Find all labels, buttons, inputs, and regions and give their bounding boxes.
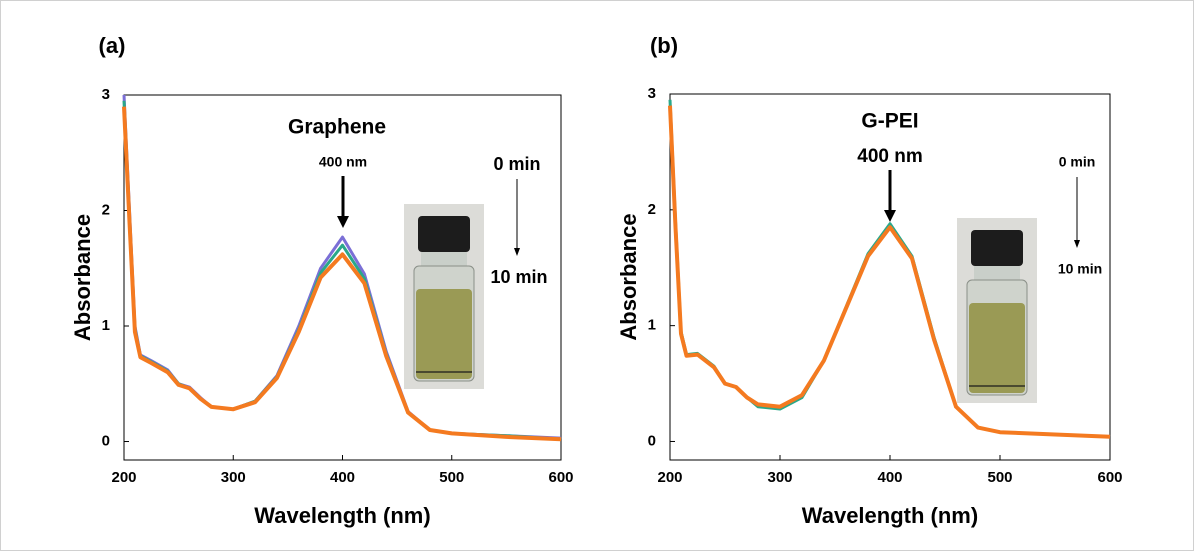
vial-cap — [971, 230, 1023, 266]
end-time-label: 10 min — [490, 267, 547, 287]
vial-photo — [957, 218, 1037, 403]
y-tick-label: 2 — [102, 201, 110, 218]
x-tick-label: 200 — [111, 469, 136, 486]
y-tick-label: 0 — [648, 432, 656, 449]
vial-liquid — [969, 303, 1025, 393]
peak-label: 400 nm — [857, 146, 922, 167]
time-arrowhead — [1074, 240, 1080, 248]
peak-arrowhead — [337, 216, 349, 228]
x-tick-label: 500 — [439, 469, 464, 486]
spectrum-line — [122, 106, 562, 442]
y-tick-label: 3 — [648, 85, 656, 102]
chart-title: G-PEI — [861, 110, 918, 133]
y-axis-label: Absorbance — [70, 214, 95, 341]
x-tick-label: 600 — [548, 469, 573, 486]
panel-label: (b) — [650, 33, 678, 58]
vial-liquid — [416, 289, 472, 379]
time-arrowhead — [514, 248, 520, 256]
vial-cap — [418, 216, 470, 252]
y-tick-label: 1 — [102, 317, 110, 334]
peak-label: 400 nm — [319, 154, 367, 170]
y-tick-label: 2 — [648, 201, 656, 218]
spectrum-line — [668, 105, 1111, 439]
y-tick-label: 1 — [648, 317, 656, 334]
panel-label: (a) — [99, 33, 126, 58]
chart-title: Graphene — [288, 116, 386, 139]
y-tick-label: 3 — [102, 86, 110, 103]
x-tick-label: 600 — [1097, 469, 1122, 486]
x-axis-label: Wavelength (nm) — [802, 503, 978, 528]
vial-neck — [974, 266, 1020, 280]
peak-arrowhead — [884, 210, 896, 222]
x-tick-label: 500 — [987, 469, 1012, 486]
y-tick-label: 0 — [102, 432, 110, 449]
x-axis-label: Wavelength (nm) — [254, 503, 430, 528]
start-time-label: 0 min — [493, 154, 540, 174]
x-tick-label: 400 — [330, 469, 355, 486]
x-tick-label: 300 — [767, 469, 792, 486]
x-tick-label: 200 — [657, 469, 682, 486]
x-tick-label: 400 — [877, 469, 902, 486]
start-time-label: 0 min — [1059, 154, 1096, 170]
end-time-label: 10 min — [1058, 261, 1102, 277]
vial-neck — [421, 252, 467, 266]
vial-photo — [404, 204, 484, 389]
y-axis-label: Absorbance — [616, 213, 641, 340]
x-tick-label: 300 — [221, 469, 246, 486]
